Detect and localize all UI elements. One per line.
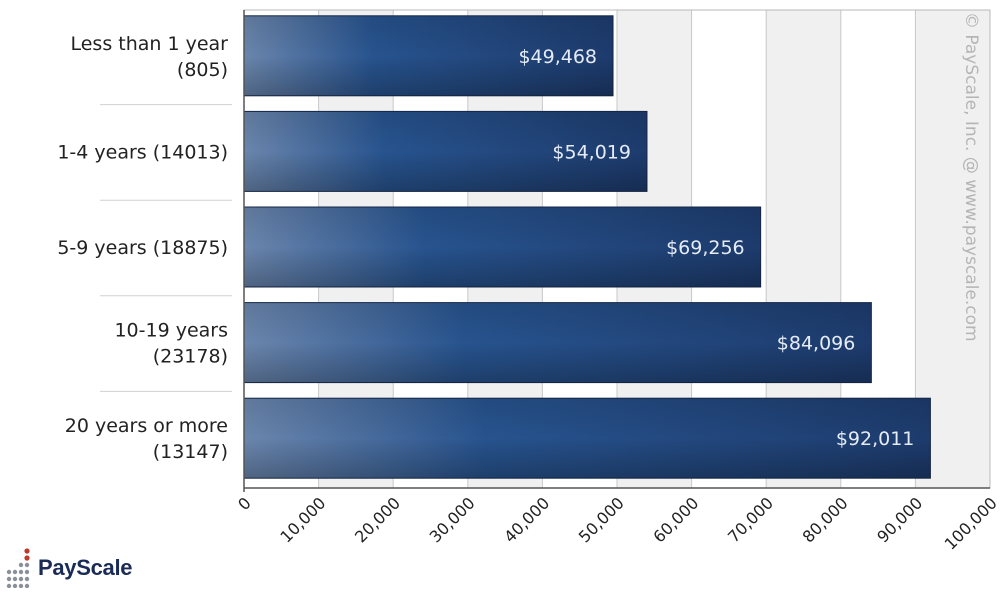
watermark: © PayScale, Inc. @ www.payscale.com [961,12,981,342]
bars: $49,468 $54,019 $69,256 $84,096 $92,011 [243,15,931,479]
payscale-dots-icon [6,548,30,588]
x-tick-label: 70,000 [724,493,777,546]
x-tick-label: 30,000 [426,493,479,546]
x-tick-labels: 0 10,000 20,000 30,000 40,000 50,000 60,000 70,… [234,493,1001,553]
x-tick-label: 100,000 [941,493,1001,553]
category-label: 20 years or more [65,415,228,437]
x-tick-label: 50,000 [575,493,628,546]
x-tick-label: 60,000 [649,493,702,546]
brand-name: PayScale [38,555,133,580]
category-label: (23178) [153,346,228,368]
x-tick-label: 80,000 [799,493,852,546]
x-tick-label: 40,000 [500,493,553,546]
x-tick-label: 20,000 [351,493,404,546]
bar-shade [244,111,647,192]
bar-value-label: $49,468 [518,46,597,68]
category-label: 1-4 years (14013) [57,141,228,163]
bar-value-label: $92,011 [836,428,915,450]
bar-value-label: $69,256 [666,237,745,259]
category-label: (13147) [153,441,228,463]
category-label: 10-19 years [114,320,228,342]
axes [243,9,991,492]
payscale-logo: PayScale [6,544,186,594]
bar-shade [244,207,761,287]
x-tick-label: 90,000 [873,493,926,546]
bar-value-label: $84,096 [777,333,856,355]
bar-value-label: $54,019 [552,141,631,163]
bar-shade [244,302,872,383]
bar-shade [244,398,931,479]
x-tick-label: 10,000 [276,493,329,546]
bar-shade [244,15,614,96]
x-tick-label: 0 [234,493,255,514]
category-label: Less than 1 year [70,33,228,55]
category-label: 5-9 years (18875) [57,237,228,259]
category-label: (805) [177,59,228,81]
category-labels: Less than 1 year (805) 1-4 years (14013) 5-… [57,33,232,463]
